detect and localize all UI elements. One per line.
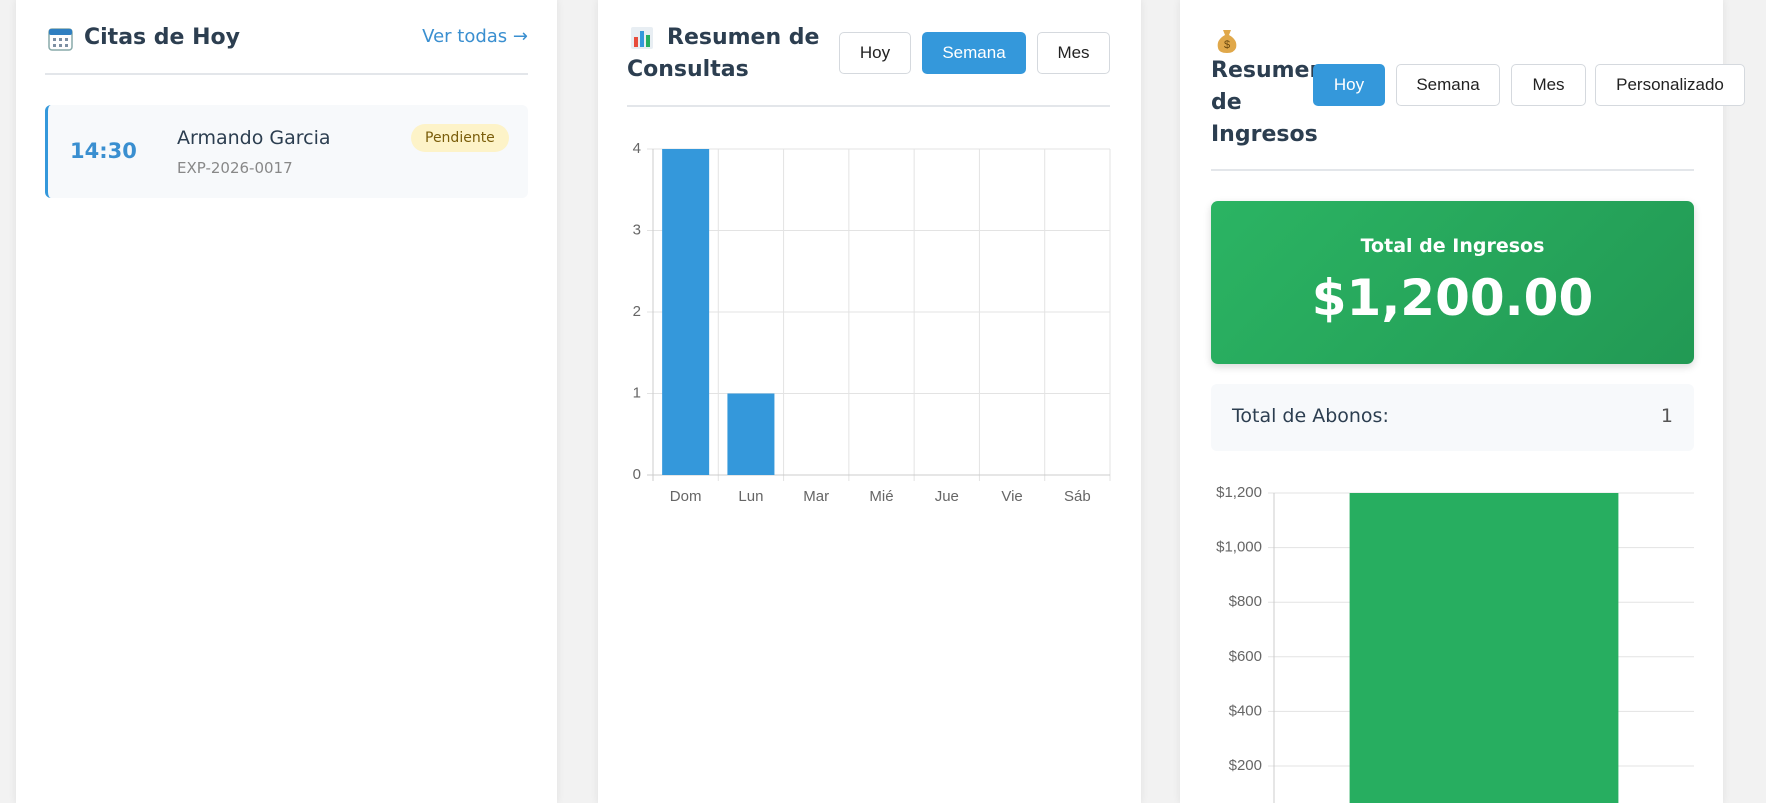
view-all-link[interactable]: Ver todas → — [422, 26, 528, 47]
y-tick-label: 3 — [633, 221, 641, 238]
x-tick-label: Mié — [869, 488, 893, 505]
x-tick-label: Dom — [670, 488, 702, 505]
calendar-icon — [48, 28, 73, 51]
total-label: Total de Ingresos — [1360, 235, 1545, 257]
filter-button[interactable]: Semana — [922, 32, 1026, 74]
filter-button[interactable]: Personalizado — [1595, 64, 1745, 106]
y-tick-label: 1 — [633, 384, 641, 401]
filter-button[interactable]: Semana — [1396, 64, 1500, 106]
x-tick-label: Sáb — [1064, 488, 1091, 505]
panel-title: Resumen de Consultas — [627, 22, 827, 86]
money-icon: $ — [1214, 26, 1240, 60]
y-tick-label: 2 — [633, 303, 641, 320]
appointment-time: 14:30 — [70, 139, 137, 163]
y-tick-label: 0 — [633, 466, 641, 483]
filter-button[interactable]: Mes — [1037, 32, 1110, 74]
patient-name: Armando Garcia — [177, 127, 331, 149]
divider — [1211, 169, 1694, 171]
x-tick-label: Vie — [1001, 488, 1022, 505]
y-tick-label: $600 — [1229, 648, 1262, 665]
abonos-value: 1 — [1660, 405, 1673, 427]
filter-button[interactable]: Hoy — [1313, 64, 1385, 106]
y-tick-label: $1,000 — [1216, 539, 1262, 556]
x-tick-label: Lun — [738, 488, 763, 505]
bar — [727, 393, 775, 475]
x-tick-label: Jue — [935, 488, 959, 505]
svg-text:$: $ — [1224, 39, 1230, 51]
appointment-card[interactable]: 14:30 Armando Garcia EXP-2026-0017 Pendi… — [45, 105, 528, 198]
filter-button[interactable]: Hoy — [839, 32, 911, 74]
filter-button[interactable]: Mes — [1511, 64, 1586, 106]
y-tick-label: $800 — [1229, 593, 1262, 610]
panel-title: Citas de Hoy — [84, 25, 240, 50]
x-tick-label: Mar — [803, 488, 829, 505]
y-tick-label: $400 — [1229, 702, 1262, 719]
divider — [627, 105, 1110, 107]
abonos-label: Total de Abonos: — [1232, 405, 1389, 427]
y-tick-label: $200 — [1229, 757, 1262, 774]
total-value: $1,200.00 — [1311, 269, 1594, 327]
panel-title: Resumen de Ingresos — [1211, 58, 1326, 147]
y-tick-label: $1,200 — [1216, 484, 1262, 501]
status-badge: Pendiente — [411, 124, 509, 152]
y-tick-label: 4 — [633, 140, 641, 157]
abonos-row: Total de Abonos: 1 — [1211, 384, 1694, 451]
bar — [1349, 493, 1619, 803]
patient-code: EXP-2026-0017 — [177, 159, 293, 177]
chart-icon — [631, 27, 653, 49]
total-card: Total de Ingresos $1,200.00 — [1211, 201, 1694, 364]
title-text: Resumen de Consultas — [627, 25, 820, 82]
divider — [45, 73, 528, 75]
bar — [662, 149, 710, 475]
